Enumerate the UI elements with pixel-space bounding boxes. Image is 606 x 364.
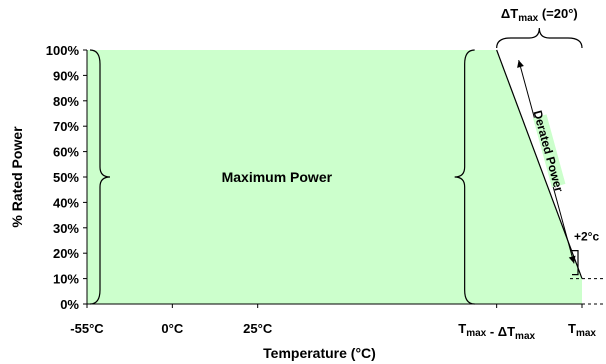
y-tick-label: 0% (60, 297, 79, 312)
x-tick-label: 25°C (243, 321, 273, 336)
y-tick-label: 50% (53, 170, 79, 185)
plus-two-degree-label: +2°c (574, 230, 599, 244)
x-tick-label: Tmax (568, 321, 596, 339)
max-power-left-brace (89, 49, 111, 305)
x-tick-labels: -55°C 0°C 25°C Tmax - ΔTmax Tmax (70, 304, 596, 342)
derated-label-background (533, 114, 566, 188)
y-axis-title: % Rated Power (9, 126, 25, 228)
y-tick-label: 60% (53, 145, 79, 160)
x-tick-label: 0°C (161, 321, 183, 336)
delta-tmax-label: ΔTmax (=20°) (501, 6, 578, 24)
x-tick-label: -55°C (70, 321, 104, 336)
y-tick-label: 40% (53, 195, 79, 210)
plus-two-bracket (572, 250, 579, 276)
x-axis-title: Temperature (°C) (263, 345, 376, 361)
y-tick-label: 80% (53, 94, 79, 109)
x-tick-label: Tmax - ΔTmax (458, 321, 535, 342)
y-tick-label: 70% (53, 119, 79, 134)
y-tick-label: 100% (46, 43, 80, 58)
derated-arrow-head-bottom (568, 255, 576, 264)
power-area-fill (87, 50, 582, 304)
derated-arrow-head-top (517, 60, 524, 68)
y-tick-label: 30% (53, 221, 79, 236)
y-tick-labels: 0% 10% 20% 30% 40% 50% 60% 70% 80% 90% 100% (46, 43, 87, 312)
y-tick-label: 90% (53, 68, 79, 83)
maximum-power-label: Maximum Power (222, 169, 333, 185)
y-tick-label: 20% (53, 246, 79, 261)
delta-tmax-top-brace (496, 27, 583, 49)
y-tick-label: 10% (53, 272, 79, 287)
